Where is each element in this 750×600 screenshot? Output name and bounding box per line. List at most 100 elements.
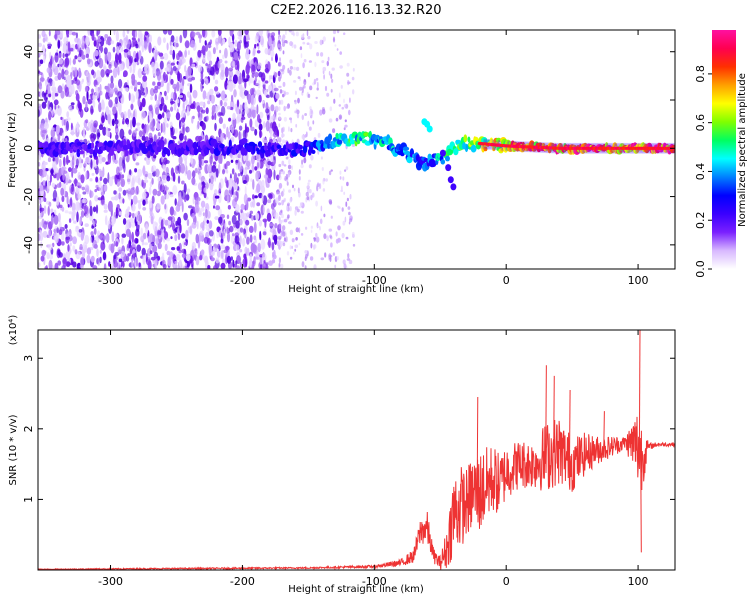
spectrogram-cell (129, 119, 133, 130)
spectrogram-cell (51, 214, 54, 226)
spectrogram-cell (98, 168, 102, 173)
spectrogram-cell (345, 201, 348, 207)
spectrogram-cell (293, 188, 296, 192)
spectrogram-cell (298, 169, 301, 175)
spectrogram-cell (136, 244, 142, 252)
spectrogram-cell (103, 235, 106, 240)
spectrogram-cell (340, 189, 344, 193)
spectrogram-cell (65, 261, 71, 267)
spectrogram-cell (267, 168, 273, 179)
spectrogram-cell (309, 111, 312, 117)
spectrogram-cell (289, 206, 292, 212)
spectrogram-cell (141, 97, 146, 108)
spectrogram-cell (175, 36, 179, 42)
spectrogram-cell (148, 112, 153, 122)
spectrogram-cell (97, 256, 100, 266)
spectrogram-cell (265, 176, 268, 186)
spectrogram-cell (264, 67, 269, 73)
spectrogram-cell (64, 53, 69, 58)
spectrogram-cell (280, 99, 284, 105)
spectrogram-cell (282, 93, 285, 98)
spectrogram-cell (289, 221, 291, 225)
spectrogram-cell (273, 87, 279, 92)
spectrogram-cell (260, 72, 266, 82)
snr-plot-frame (37, 329, 676, 571)
spectrogram-cell (111, 216, 116, 225)
spectrogram-cell (94, 49, 99, 57)
spectrogram-cell (42, 44, 46, 55)
spectrogram-cell (269, 133, 274, 137)
spectrogram-cell (169, 121, 173, 128)
spectrogram-cell (64, 224, 68, 229)
spectrogram-cell (46, 67, 51, 74)
spectrogram-cell (156, 100, 159, 107)
spectrogram-cell (157, 242, 162, 250)
spectrogram-cell (47, 45, 52, 50)
spectrogram-cell (212, 246, 216, 254)
spectrogram-cell (246, 47, 250, 55)
spectrogram-cell (135, 128, 138, 132)
spectrogram-cell (245, 219, 250, 226)
spectrogram-cell (152, 188, 158, 196)
spectrogram-cell (113, 260, 118, 268)
spectrogram-cell (270, 50, 275, 58)
spectrogram-cell (166, 42, 169, 51)
spectrogram-cell (202, 30, 206, 38)
spectrogram-cell (43, 250, 47, 255)
spectrogram-cell (102, 126, 107, 136)
spectrogram-cell (283, 116, 287, 122)
spectrogram-cell (218, 34, 223, 44)
spectrogram-cell (217, 30, 222, 36)
spectrogram-cell (282, 225, 286, 231)
spectrogram-cell (220, 262, 226, 269)
spectrogram-cell (60, 153, 63, 158)
spectrogram-cell (222, 54, 225, 60)
spectrogram-cell (38, 162, 41, 167)
spectrogram-cell (324, 85, 328, 92)
spectrogram-cell (38, 182, 42, 186)
spectrogram-cell (252, 47, 256, 56)
spectrogram-cell (47, 43, 52, 47)
spectrogram-cell (171, 247, 176, 251)
spectrogram-ridge-cell (406, 156, 413, 164)
spectrogram-cell (180, 122, 186, 128)
spectrogram-cell (131, 73, 136, 82)
spectrogram-cell (352, 89, 355, 95)
spectrogram-cell (46, 252, 50, 260)
spectrogram-cell (319, 39, 323, 46)
spectrogram-cell (153, 134, 157, 143)
spectrogram-cell (84, 161, 87, 168)
spectrogram-cell (135, 89, 139, 100)
spectrogram-cell (293, 80, 297, 83)
spectrogram-cell (335, 117, 339, 122)
spectrogram-cell (114, 232, 118, 238)
spectrogram-cell (45, 265, 48, 269)
spectrogram-cell (308, 60, 312, 63)
spectrogram-cell (209, 154, 213, 165)
spectrogram-cell (121, 233, 127, 238)
spectrogram-cell (191, 212, 195, 219)
spectrogram-cell (226, 180, 229, 188)
spectrogram-cell (140, 235, 145, 243)
spectrogram-cell (163, 52, 169, 61)
spectrogram-cell (131, 221, 136, 228)
spectrogram-cell (295, 227, 299, 233)
spectrogram-y-tick-label: -40 (22, 236, 35, 254)
spectrogram-cell (105, 106, 109, 116)
colorbar-tick-label: 0.2 (694, 211, 707, 229)
spectrogram-cell (57, 39, 61, 49)
spectrogram-cell (163, 71, 166, 81)
spectrogram-cell (53, 99, 59, 106)
spectrogram-cell (286, 205, 289, 211)
spectrogram-cell (120, 260, 125, 269)
spectrogram-cell (62, 47, 65, 52)
spectrogram-cell (160, 195, 165, 205)
spectrogram-cell (74, 55, 78, 60)
spectrogram-cell (118, 78, 123, 89)
spectrogram-cell (72, 58, 76, 65)
spectrogram-cell (289, 69, 292, 76)
spectrogram-cell (96, 30, 101, 35)
spectrogram-cell (343, 191, 346, 195)
spectrogram-cell (100, 185, 105, 196)
spectrogram-cell (340, 84, 343, 89)
